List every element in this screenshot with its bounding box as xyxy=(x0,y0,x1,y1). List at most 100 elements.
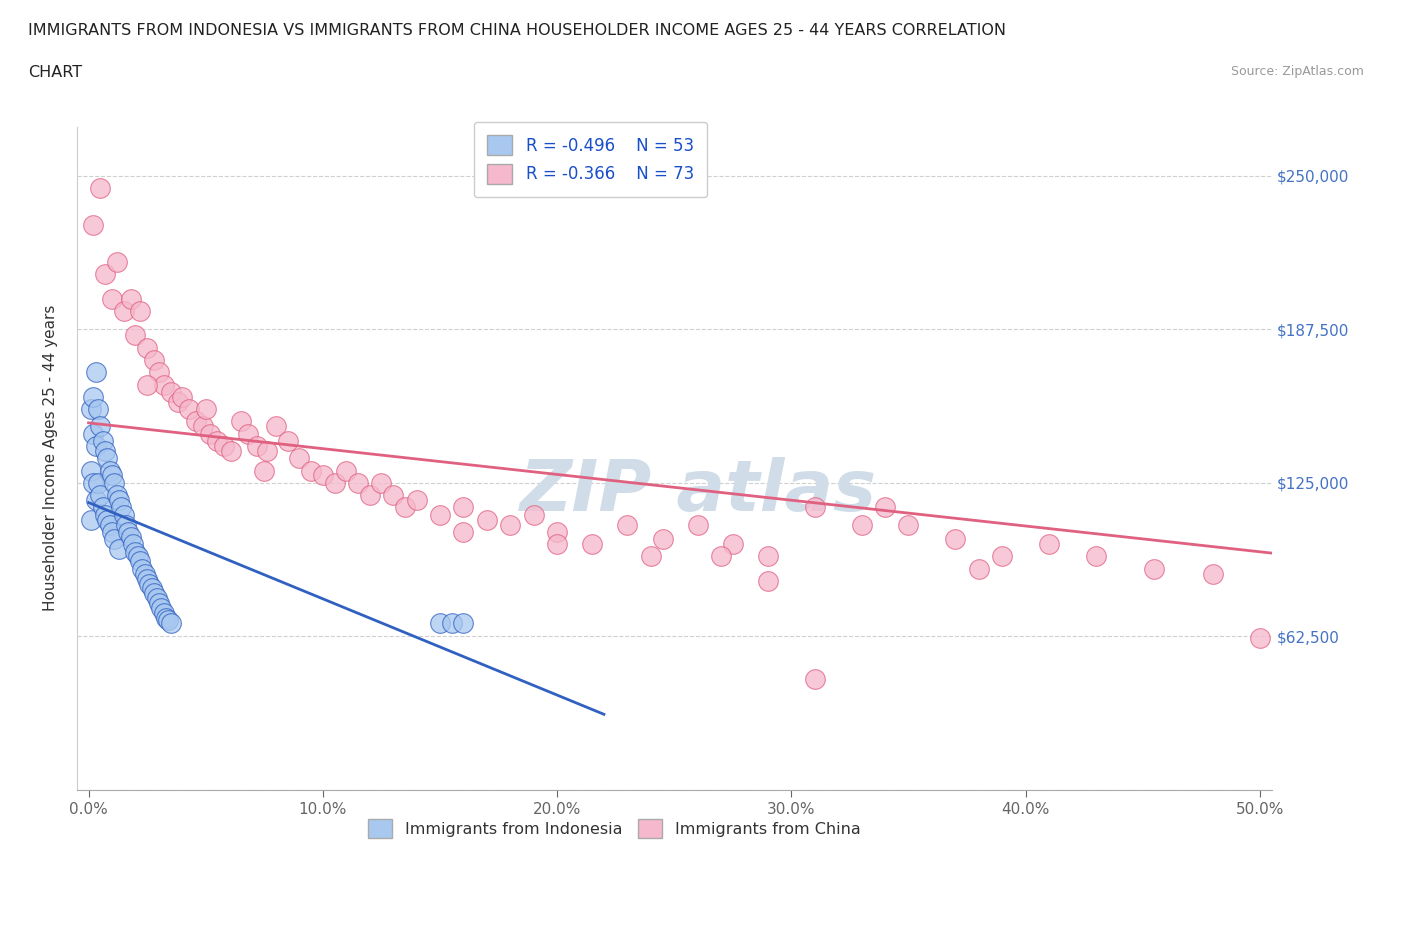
Point xyxy=(91,500,114,515)
Point xyxy=(84,493,107,508)
Point xyxy=(136,340,159,355)
Point xyxy=(131,562,153,577)
Point xyxy=(756,549,779,564)
Point xyxy=(89,418,111,433)
Point xyxy=(82,475,104,490)
Point xyxy=(129,303,152,318)
Point xyxy=(214,439,236,454)
Point xyxy=(82,426,104,441)
Point xyxy=(148,596,170,611)
Point xyxy=(804,500,827,515)
Point xyxy=(108,493,131,508)
Point xyxy=(143,352,166,367)
Point xyxy=(499,517,522,532)
Point xyxy=(710,549,733,564)
Point xyxy=(429,616,451,631)
Point xyxy=(229,414,252,429)
Point xyxy=(101,525,124,539)
Point xyxy=(1143,562,1166,577)
Point xyxy=(127,549,149,564)
Point xyxy=(323,475,346,490)
Point xyxy=(148,365,170,379)
Point xyxy=(1038,537,1060,551)
Point xyxy=(186,414,208,429)
Point xyxy=(405,493,427,508)
Point xyxy=(1202,566,1225,581)
Text: ZIP atlas: ZIP atlas xyxy=(520,457,877,525)
Point xyxy=(117,525,139,539)
Point xyxy=(256,444,278,458)
Point xyxy=(721,537,744,551)
Point xyxy=(124,328,146,343)
Point xyxy=(98,517,121,532)
Point xyxy=(1084,549,1107,564)
Point xyxy=(347,475,370,490)
Point xyxy=(288,451,311,466)
Point xyxy=(124,544,146,559)
Point xyxy=(120,291,142,306)
Point xyxy=(277,433,299,448)
Point xyxy=(207,433,229,448)
Point xyxy=(453,500,475,515)
Point xyxy=(134,566,156,581)
Point xyxy=(136,377,159,392)
Point xyxy=(991,549,1014,564)
Point xyxy=(616,517,638,532)
Point xyxy=(152,377,174,392)
Point xyxy=(80,402,103,417)
Point xyxy=(115,517,138,532)
Point xyxy=(87,475,110,490)
Point xyxy=(546,525,568,539)
Point xyxy=(172,390,194,405)
Point xyxy=(145,591,167,605)
Point xyxy=(159,616,181,631)
Point xyxy=(359,487,381,502)
Point xyxy=(236,426,259,441)
Point xyxy=(150,601,173,616)
Point xyxy=(312,468,335,483)
Point xyxy=(82,390,104,405)
Point xyxy=(453,525,475,539)
Point xyxy=(89,487,111,502)
Point xyxy=(166,394,188,409)
Point xyxy=(105,487,128,502)
Point xyxy=(193,418,215,433)
Point xyxy=(112,507,135,522)
Point xyxy=(101,291,124,306)
Point xyxy=(299,463,322,478)
Point xyxy=(94,444,117,458)
Point xyxy=(120,529,142,544)
Point xyxy=(651,532,673,547)
Point xyxy=(394,500,416,515)
Point xyxy=(440,616,463,631)
Point xyxy=(98,463,121,478)
Y-axis label: Householder Income Ages 25 - 44 years: Householder Income Ages 25 - 44 years xyxy=(44,305,58,611)
Text: IMMIGRANTS FROM INDONESIA VS IMMIGRANTS FROM CHINA HOUSEHOLDER INCOME AGES 25 - : IMMIGRANTS FROM INDONESIA VS IMMIGRANTS … xyxy=(28,23,1007,38)
Point xyxy=(122,537,145,551)
Point xyxy=(221,444,243,458)
Point xyxy=(640,549,662,564)
Point xyxy=(80,512,103,527)
Point xyxy=(546,537,568,551)
Point xyxy=(1249,631,1271,645)
Point xyxy=(200,426,222,441)
Point xyxy=(103,475,125,490)
Point xyxy=(152,605,174,620)
Point xyxy=(967,562,990,577)
Point xyxy=(897,517,920,532)
Text: Source: ZipAtlas.com: Source: ZipAtlas.com xyxy=(1230,65,1364,78)
Point xyxy=(873,500,896,515)
Point xyxy=(80,463,103,478)
Point xyxy=(804,671,827,686)
Point xyxy=(84,365,107,379)
Point xyxy=(89,180,111,195)
Point xyxy=(475,512,498,527)
Text: CHART: CHART xyxy=(28,65,82,80)
Point xyxy=(943,532,966,547)
Point xyxy=(179,402,201,417)
Point xyxy=(136,571,159,586)
Point xyxy=(686,517,709,532)
Point xyxy=(96,451,118,466)
Point xyxy=(335,463,357,478)
Point xyxy=(157,613,180,628)
